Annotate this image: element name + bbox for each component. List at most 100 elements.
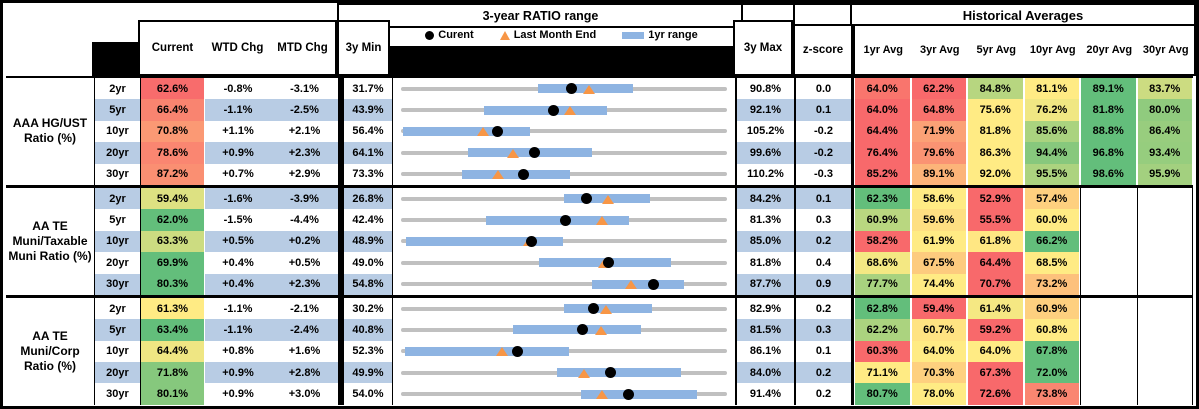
legend-current-label: Curent: [438, 29, 474, 41]
range-chart: [393, 209, 736, 231]
tenor-column-header-black-cell: [92, 42, 138, 76]
avg-cell-empty: [1080, 383, 1137, 405]
avg-cell: 95.9%: [1137, 163, 1192, 185]
tenor-cell: 30yr: [95, 383, 141, 405]
column-separator: [338, 187, 344, 210]
table-row: 20yr 78.6% +0.9% +2.3% 64.1% 99.6% -0.2 76.4% 79…: [95, 142, 1193, 164]
avg-cell: 64.0%: [855, 78, 910, 100]
avg-cell: 68.5%: [1024, 252, 1079, 274]
tenor-cell: 10yr: [95, 230, 141, 253]
avg-cell: 73.2%: [1024, 273, 1079, 295]
range-track-wrap: [401, 252, 727, 273]
1yr-range-bar: [592, 279, 685, 289]
avg-cell: 96.8%: [1081, 142, 1136, 164]
z-score-cell: -0.3: [814, 168, 833, 181]
avg-cell: 72.0%: [1024, 362, 1079, 384]
range-section-header: 3-year RATIO range: [337, 3, 744, 28]
table-row: 30yr 80.1% +0.9% +3.0% 54.0% 91.4% 0.2 80.7% 78.…: [95, 383, 1193, 405]
range-track-wrap: [401, 383, 727, 404]
avg-cell: 58.2%: [855, 230, 910, 253]
column-separator: [851, 273, 854, 295]
current-cell: 87.2%: [141, 163, 204, 185]
3y-max-cell: 84.2%: [736, 187, 794, 210]
range-chart: [393, 252, 736, 274]
z-score-cell: 0.0: [815, 82, 832, 95]
current-cell: 63.3%: [141, 230, 204, 253]
mtd-chg-cell: +2.9%: [288, 168, 321, 181]
tenor-cell: 2yr: [95, 187, 141, 210]
wtd-chg-cell: +0.4%: [222, 256, 254, 269]
last-month-marker: [596, 216, 609, 226]
column-separator: [338, 142, 344, 164]
range-track-wrap: [401, 341, 727, 362]
range-track-wrap: [401, 298, 727, 319]
column-separator: [794, 230, 796, 253]
column-separator: [794, 209, 796, 231]
column-separator: [851, 230, 854, 253]
mtd-chg-cell: -3.9%: [271, 187, 338, 210]
tenor-cell: 30yr: [95, 163, 141, 185]
column-separator: [794, 362, 796, 384]
current-marker: [547, 104, 559, 116]
column-separator: [851, 362, 854, 384]
range-chart: [393, 78, 736, 100]
avg-cell-empty: [1080, 230, 1137, 253]
avg-cell: 67.8%: [1024, 340, 1079, 363]
table-row: 2yr 61.3% -1.1% -2.1% 30.2% 82.9% 0.2 62.8% 59.4…: [95, 297, 1193, 320]
column-separator: [794, 340, 796, 363]
avg-cell-empty: [1136, 187, 1193, 210]
avg-cell: 71.9%: [911, 120, 966, 143]
avg-cell: 74.4%: [911, 273, 966, 295]
1yr-range-bar: [486, 215, 629, 225]
avg-cell-empty: [1080, 252, 1137, 274]
avg-cell: 86.4%: [1137, 120, 1192, 143]
avg-cell: 80.0%: [1137, 99, 1192, 121]
3y-min-cell: 31.7%: [344, 78, 393, 100]
3y-max-cell: 87.7%: [736, 273, 794, 295]
avg-cell: 60.8%: [1024, 319, 1079, 341]
avg-cell: 58.6%: [911, 187, 966, 210]
range-chart: [393, 187, 736, 210]
row-group-aa-te-muni-taxable: AA TE Muni/Taxable Muni Ratio (%) 2yr 59.…: [6, 184, 1193, 295]
mtd-chg-cell: +1.6%: [288, 345, 321, 358]
column-separator: [794, 252, 796, 274]
group-rows: 2yr 59.4% -1.6% -3.9% 26.8% 84.2% 0.1 62.3% 58.6…: [95, 187, 1193, 295]
column-separator: [338, 362, 344, 384]
range-chart: [393, 297, 736, 320]
mtd-chg-cell: +2.8%: [271, 362, 338, 384]
range-track-wrap: [401, 274, 727, 295]
mtd-chg-cell: +2.1%: [288, 125, 321, 138]
avg-cell: 67.3%: [968, 362, 1023, 384]
range-chart: [393, 230, 736, 253]
avg-cell: 62.2%: [911, 78, 966, 100]
column-separator: [794, 319, 796, 341]
current-cell: 59.4%: [141, 187, 204, 210]
3y-max-cell: 81.8%: [736, 252, 794, 274]
last-month-marker: [582, 84, 595, 94]
row-group-aa-te-muni-corp: AA TE Muni/Corp Ratio (%) 2yr 61.3% -1.1% -…: [6, 294, 1193, 405]
header-black-band: [390, 46, 733, 76]
3y-range-track: [401, 306, 727, 311]
avg-cell: 78.0%: [911, 383, 966, 405]
avg-cell: 73.8%: [1024, 383, 1079, 405]
wtd-chg-cell: -1.1%: [223, 302, 253, 315]
3y-max-cell: 81.3%: [736, 209, 794, 231]
legend-current: Curent: [425, 29, 474, 41]
avg-cell: 62.3%: [855, 187, 910, 210]
20yr-avg-column-header: 20yr Avg: [1086, 44, 1133, 56]
avg-cell-empty: [1136, 209, 1193, 231]
table-row: 10yr 70.8% +1.1% +2.1% 56.4% 105.2% -0.2 64.4% 7…: [95, 120, 1193, 143]
column-separator: [851, 209, 854, 231]
z-score-cell: 0.1: [815, 345, 832, 358]
range-track-wrap: [401, 319, 727, 340]
column-separator: [794, 187, 796, 210]
wtd-chg-cell: -1.1%: [205, 319, 271, 341]
table-row: 2yr 62.6% -0.8% -3.1% 31.7% 90.8% 0.0 64.0% 62.2…: [95, 78, 1193, 100]
3y-min-column-header: 3y Min: [337, 20, 390, 76]
1yr-range-bar: [556, 368, 682, 378]
avg-cell-empty: [1136, 319, 1193, 341]
column-separator: [338, 120, 344, 143]
avg-cell-empty: [1080, 340, 1137, 363]
3y-range-track: [401, 282, 727, 287]
